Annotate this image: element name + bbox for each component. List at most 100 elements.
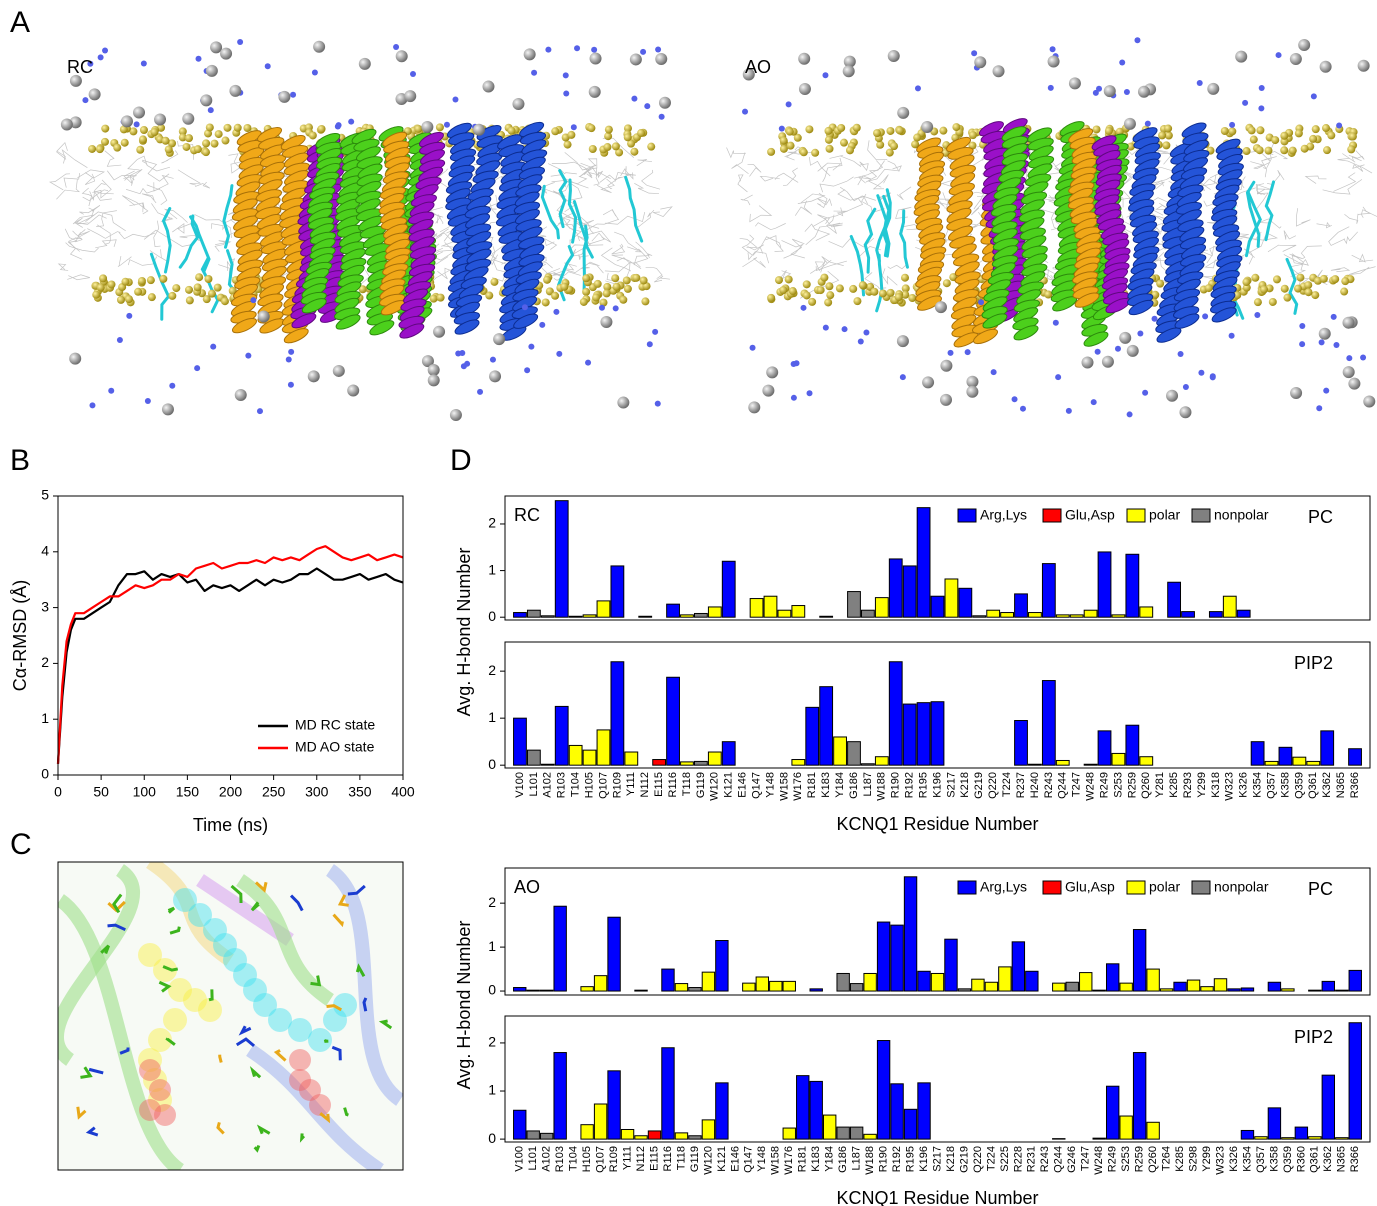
headgroup bbox=[1280, 131, 1289, 140]
side-chain bbox=[162, 965, 179, 972]
headgroup bbox=[885, 148, 894, 157]
ion-gray bbox=[205, 64, 218, 77]
lipid-tail bbox=[95, 239, 117, 249]
lipid-tail bbox=[781, 240, 804, 259]
lipid-tail bbox=[179, 234, 200, 242]
side-chain bbox=[107, 923, 126, 932]
headgroup bbox=[839, 138, 848, 147]
lipid-tail bbox=[586, 167, 599, 179]
headgroup bbox=[799, 148, 808, 157]
headgroup bbox=[485, 291, 494, 300]
x-tick-label: Y184 bbox=[824, 1146, 836, 1172]
side-chain bbox=[378, 1019, 393, 1030]
lipid-tail bbox=[814, 259, 832, 272]
headgroup bbox=[603, 143, 612, 152]
lipid-tail bbox=[585, 232, 605, 245]
ion-blue bbox=[1019, 405, 1026, 412]
x-tick-label: K362 bbox=[1321, 772, 1333, 798]
headgroup bbox=[139, 125, 148, 134]
ion-blue bbox=[947, 349, 954, 356]
x-tick-label: L101 bbox=[527, 1146, 539, 1170]
headgroup bbox=[767, 293, 776, 302]
side-chain bbox=[158, 980, 172, 993]
x-tick-label: W188 bbox=[876, 772, 888, 801]
bar bbox=[836, 1126, 850, 1140]
ion-blue bbox=[1011, 396, 1018, 403]
bar bbox=[652, 759, 667, 766]
x-tick-label: R259 bbox=[1134, 1146, 1146, 1172]
bar bbox=[513, 987, 527, 992]
headgroup bbox=[637, 129, 646, 138]
y-tick-label: 0 bbox=[488, 982, 496, 998]
lipid-tail bbox=[790, 238, 805, 259]
headgroup bbox=[1251, 273, 1260, 282]
bar bbox=[782, 1127, 796, 1140]
helix-turn bbox=[973, 328, 999, 345]
headgroup bbox=[1331, 275, 1340, 284]
lipid-cyan bbox=[558, 169, 568, 229]
legend-swatch bbox=[1042, 880, 1062, 895]
headgroup bbox=[619, 295, 628, 304]
bar bbox=[1139, 756, 1154, 766]
lipid-cyan bbox=[178, 214, 200, 269]
headgroup bbox=[1280, 146, 1289, 155]
ion-gray bbox=[234, 389, 247, 402]
headgroup bbox=[802, 280, 811, 289]
bar bbox=[1292, 756, 1307, 766]
x-tick-label: T247 bbox=[1080, 1146, 1092, 1171]
ion-blue bbox=[1258, 84, 1265, 91]
headgroup bbox=[507, 126, 516, 135]
ion-gray bbox=[922, 376, 935, 389]
headgroup bbox=[414, 124, 423, 133]
ion-blue bbox=[144, 398, 151, 405]
ion-gray bbox=[600, 316, 613, 329]
bar bbox=[874, 756, 889, 766]
ion-blue bbox=[790, 394, 797, 401]
ion-blue bbox=[97, 54, 104, 61]
x-tick-label: Q107 bbox=[595, 1146, 607, 1173]
bar bbox=[863, 1133, 877, 1140]
x-tick-label: 400 bbox=[391, 784, 415, 800]
state-label: RC bbox=[514, 505, 540, 525]
legend-swatch bbox=[1191, 880, 1211, 895]
ion-gray bbox=[88, 88, 101, 101]
lipid-tail bbox=[1348, 266, 1376, 275]
lipid-tail bbox=[1122, 170, 1137, 185]
bar bbox=[680, 614, 694, 618]
bar bbox=[861, 609, 875, 618]
headgroup bbox=[223, 123, 232, 132]
y-tick-label: 2 bbox=[488, 894, 496, 910]
headgroup bbox=[185, 285, 194, 294]
lipid-tail bbox=[123, 170, 135, 185]
headgroup bbox=[207, 289, 216, 298]
headgroup bbox=[824, 298, 833, 307]
lipid-cyan bbox=[222, 184, 234, 249]
headgroup bbox=[1341, 277, 1350, 286]
lipid-tail bbox=[215, 240, 232, 245]
bar bbox=[661, 968, 675, 992]
bar bbox=[1025, 970, 1039, 992]
bar bbox=[1348, 748, 1362, 766]
bar bbox=[971, 978, 985, 992]
bar bbox=[1125, 724, 1140, 766]
headgroup bbox=[1242, 278, 1251, 287]
x-tick-label: N112 bbox=[639, 772, 651, 797]
lipid-surface bbox=[173, 888, 197, 912]
ion-blue bbox=[1299, 323, 1306, 330]
bar bbox=[902, 565, 917, 618]
headgroup bbox=[602, 289, 611, 298]
ion-blue bbox=[116, 336, 123, 343]
headgroup bbox=[195, 273, 204, 282]
bar bbox=[1041, 680, 1056, 766]
headgroup bbox=[802, 291, 811, 300]
lipid-tail bbox=[607, 178, 619, 189]
headgroup bbox=[1220, 126, 1229, 135]
x-tick-label: R116 bbox=[662, 1146, 674, 1171]
faint-ribbon bbox=[246, 1044, 384, 1170]
ion-gray bbox=[1068, 77, 1081, 90]
ion-gray bbox=[629, 53, 642, 66]
ion-blue bbox=[1182, 383, 1189, 390]
headgroup bbox=[901, 273, 910, 282]
x-tick-label: R116 bbox=[667, 772, 679, 797]
x-tick-label: S217 bbox=[931, 1146, 943, 1172]
